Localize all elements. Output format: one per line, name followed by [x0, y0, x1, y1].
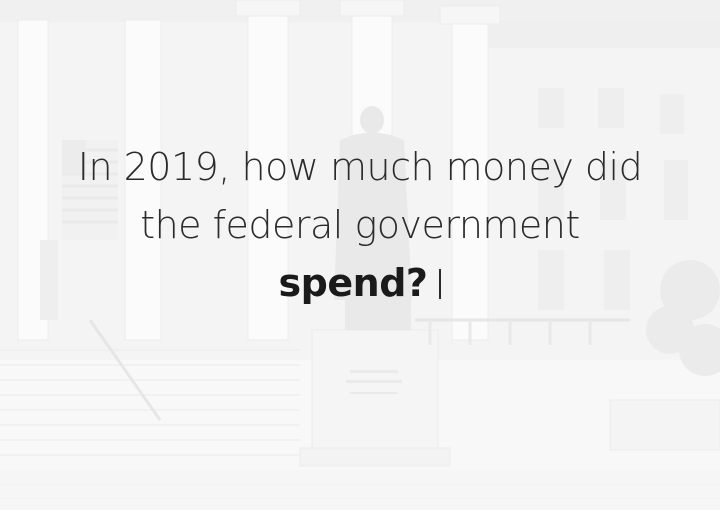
question-emphasis: spend?	[278, 261, 428, 305]
question-line-1: In 2019, how much money did	[77, 145, 643, 189]
question-line-2: the federal government	[140, 203, 580, 247]
text-cursor-icon	[439, 269, 442, 299]
question-line-3: spend?	[60, 254, 660, 312]
hero-question: In 2019, how much money did the federal …	[60, 138, 660, 312]
